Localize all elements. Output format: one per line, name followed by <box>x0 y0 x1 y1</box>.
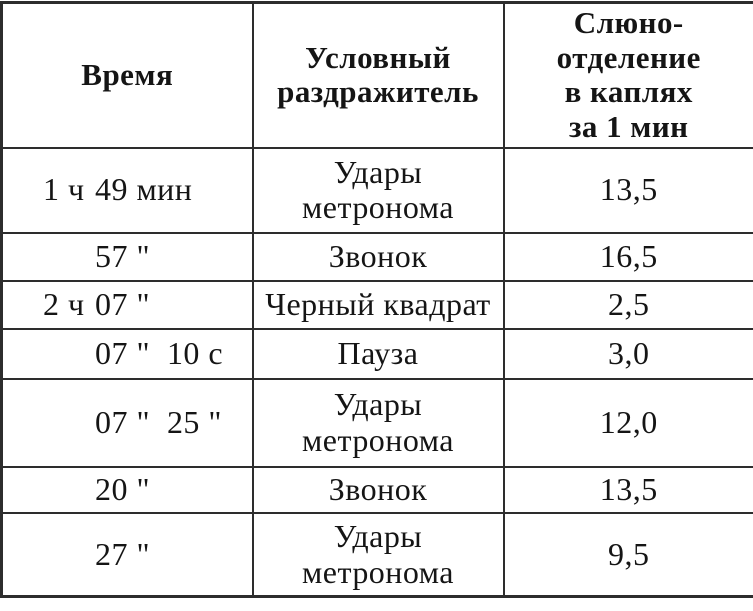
time-value: 1 ч 49 мин <box>4 171 251 208</box>
table-row: 2 ч 07 " Черный квадрат 2,5 <box>0 279 753 330</box>
column-header-time: Время <box>0 1 254 149</box>
stimulus-cell: Черный квадрат <box>251 279 505 330</box>
table-row: 27 " Удары метронома 9,5 <box>0 511 753 598</box>
drops-cell: 9,5 <box>502 511 753 598</box>
column-header-stimulus: Условный раздражитель <box>251 1 505 149</box>
time-rest: 49 мин <box>95 171 193 208</box>
drops-cell: 2,5 <box>502 279 753 330</box>
drops-cell: 13,5 <box>502 465 753 514</box>
drops-cell: 3,0 <box>502 327 753 380</box>
table-body: 1 ч 49 мин Удары метронома 13,5 57 " Зво… <box>0 146 753 598</box>
time-value: 57 " <box>4 237 251 275</box>
time-value: 20 " <box>4 470 251 508</box>
time-value: 27 " <box>4 535 251 573</box>
stimulus-cell: Удары метронома <box>251 511 505 598</box>
stimulus-cell: Звонок <box>251 231 505 282</box>
time-cell: 2 ч 07 " <box>0 279 254 330</box>
drops-cell: 13,5 <box>502 146 753 234</box>
drops-cell: 12,0 <box>502 377 753 468</box>
time-rest: 07 " 10 с <box>95 334 224 371</box>
time-rest: 07 " 25 " <box>95 403 222 440</box>
time-rest: 27 " <box>95 535 150 572</box>
stimulus-cell: Удары метронома <box>251 146 505 234</box>
stimulus-cell: Звонок <box>251 465 505 514</box>
time-rest: 57 " <box>95 237 150 274</box>
time-rest: 07 " <box>95 285 150 322</box>
time-cell: 1 ч 49 мин <box>0 146 254 234</box>
column-header-drops: Слюно- отделение в каплях за 1 мин <box>502 1 753 149</box>
time-value: 07 " 25 " <box>4 403 251 441</box>
time-cell: 07 " 10 с <box>0 327 254 380</box>
time-hour: 1 ч <box>43 171 85 208</box>
stimulus-cell: Удары метронома <box>251 377 505 468</box>
time-cell: 27 " <box>0 511 254 598</box>
drops-cell: 16,5 <box>502 231 753 282</box>
time-hour: 2 ч <box>43 285 85 322</box>
table-row: 1 ч 49 мин Удары метронома 13,5 <box>0 146 753 234</box>
table-row: 07 " 25 " Удары метронома 12,0 <box>0 377 753 468</box>
time-cell: 20 " <box>0 465 254 514</box>
time-value: 2 ч 07 " <box>4 285 251 323</box>
table-row: 57 " Звонок 16,5 <box>0 231 753 282</box>
time-value: 07 " 10 с <box>4 334 251 372</box>
table-header: Время Условный раздражитель Слюно- отдел… <box>0 1 753 149</box>
time-cell: 07 " 25 " <box>0 377 254 468</box>
table-row: 07 " 10 с Пауза 3,0 <box>0 327 753 380</box>
stimulus-cell: Пауза <box>251 327 505 380</box>
table-row: 20 " Звонок 13,5 <box>0 465 753 514</box>
time-rest: 20 " <box>95 470 150 507</box>
salivation-table: Время Условный раздражитель Слюно- отдел… <box>0 1 753 599</box>
time-cell: 57 " <box>0 231 254 282</box>
header-row: Время Условный раздражитель Слюно- отдел… <box>0 1 753 149</box>
